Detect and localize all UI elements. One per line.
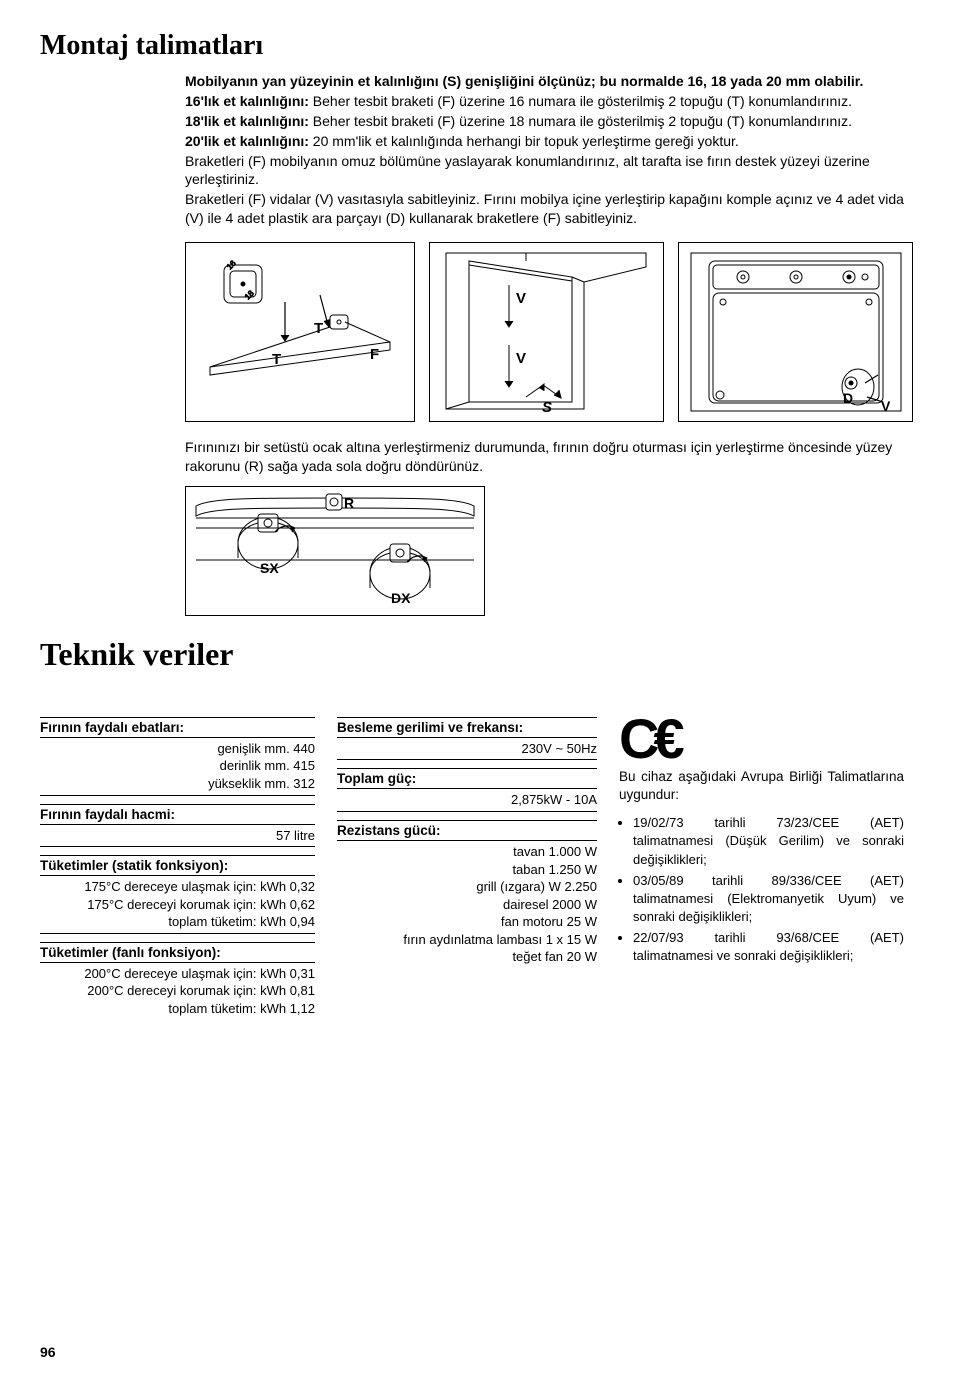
spec-head-volume: Fırının faydalı hacmi: [40,804,315,825]
label-T1: T [272,351,281,368]
label-T2: T [314,320,323,337]
line2: Beher tesbit braketi (F) üzerine 16 numa… [309,93,852,109]
line3-bold: 18'lik et kalınlığını: [185,113,309,129]
svg-text:18: 18 [243,288,256,301]
tech-title: Teknik veriler [40,636,920,673]
page-title: Montaj talimatları [40,30,920,62]
line2-bold: 16'lık et kalınlığını: [185,93,309,109]
line5: Braketleri (F) mobilyanın omuz bölümüne … [185,152,920,190]
line1: Mobilyanın yan yüzeyinin et kalınlığını … [185,73,863,89]
line4-bold: 20'lik et kalınlığını: [185,133,309,149]
ce-mark-icon: C€ [619,717,904,762]
page-number: 96 [40,1344,56,1360]
tech-col-2: Besleme gerilimi ve frekansı: 230V ~ 50H… [337,717,597,1027]
spec-fan: 200°C dereceye ulaşmak için: kWh 0,31 20… [40,963,315,1020]
compliance-intro: Bu cihaz aşağıdaki Avrupa Birliği Talima… [619,768,904,804]
label-D: D [843,390,853,406]
compliance-item-3: 22/07/93 tarihli 93/68/CEE (AET) talimat… [633,929,904,965]
spec-voltage: 230V ~ 50Hz [337,738,597,761]
spec-head-static: Tüketimler (statik fonksiyon): [40,855,315,876]
label-V3: V [881,398,891,414]
diagram-cabinet: V V S [429,242,664,422]
spec-head-fan: Tüketimler (fanlı fonksiyon): [40,942,315,963]
diagram-bracket: 16 18 T T F [185,242,415,422]
spec-static: 175°C dereceye ulaşmak için: kWh 0,32 17… [40,876,315,934]
label-V2: V [516,350,526,367]
spec-power: 2,875kW - 10A [337,789,597,812]
spec-volume: 57 litre [40,825,315,848]
label-V1: V [516,290,526,307]
label-DX: DX [391,590,411,606]
diagram-rack: R SX DX [185,486,485,616]
line6: Braketleri (F) vidalar (V) vasıtasıyla s… [185,190,920,228]
compliance-list: 19/02/73 tarihli 73/23/CEE (AET) talimat… [619,814,904,966]
spec-dimensions: genişlik mm. 440 derinlik mm. 415 yüksek… [40,738,315,796]
diagram-row-2: R SX DX [185,486,920,616]
diagram-oven-front: D V [678,242,913,422]
spec-head-power: Toplam güç: [337,768,597,789]
diagram-row-1: 16 18 T T F [185,242,920,422]
label-S: S [542,399,552,416]
label-SX: SX [260,560,279,576]
spec-head-resistance: Rezistans gücü: [337,820,597,841]
svg-text:16: 16 [225,258,238,271]
line3: Beher tesbit braketi (F) üzerine 18 numa… [309,113,852,129]
label-R: R [344,495,354,511]
intro2-text: Fırınınızı bir setüstü ocak altına yerle… [185,438,920,476]
intro-text: Mobilyanın yan yüzeyinin et kalınlığını … [185,72,920,228]
tech-columns: Fırının faydalı ebatları: genişlik mm. 4… [40,717,920,1027]
tech-col-3: C€ Bu cihaz aşağıdaki Avrupa Birliği Tal… [619,717,904,1027]
compliance-item-1: 19/02/73 tarihli 73/23/CEE (AET) talimat… [633,814,904,869]
tech-col-1: Fırının faydalı ebatları: genişlik mm. 4… [40,717,315,1027]
spec-resistance: tavan 1.000 W taban 1.250 W grill (ızgar… [337,841,597,968]
spec-head-dimensions: Fırının faydalı ebatları: [40,717,315,738]
compliance-item-2: 03/05/89 tarihli 89/336/CEE (AET) talima… [633,872,904,927]
label-F: F [370,346,379,363]
spec-head-voltage: Besleme gerilimi ve frekansı: [337,717,597,738]
line4: 20 mm'lik et kalınlığında herhangi bir t… [309,133,739,149]
